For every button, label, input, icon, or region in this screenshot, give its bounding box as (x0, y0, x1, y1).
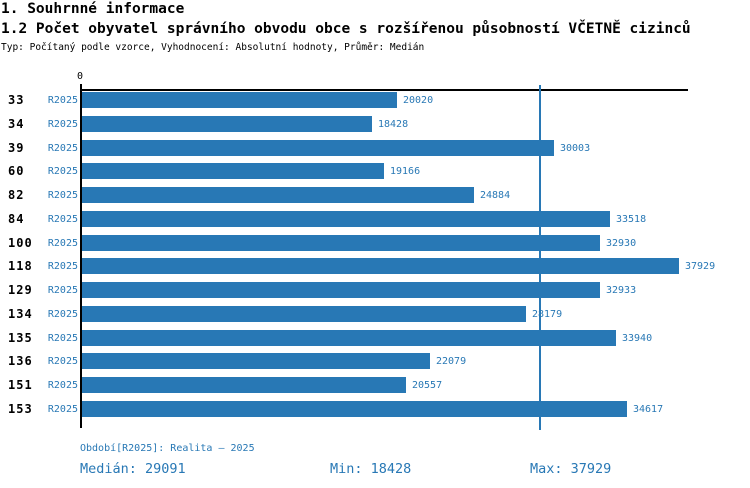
bar-row: 60 R2025 19166 (0, 163, 750, 179)
bar-value-label: 28179 (532, 309, 563, 320)
axis-origin-label: 0 (76, 71, 84, 82)
row-period-label: R2025 (47, 95, 78, 106)
row-period-label: R2025 (47, 261, 78, 272)
bar (82, 116, 372, 132)
bar-value-label: 33518 (616, 214, 647, 225)
axis-line-top (80, 89, 688, 91)
median-stat-label: Medián: 29091 (80, 461, 186, 477)
row-period-label: R2025 (47, 309, 78, 320)
row-id-label: 118 (8, 259, 33, 273)
row-id-label: 60 (8, 164, 25, 178)
row-id-label: 135 (8, 331, 33, 345)
row-id-label: 153 (8, 402, 33, 416)
row-period-label: R2025 (47, 214, 78, 225)
bar-value-label: 20020 (403, 95, 434, 106)
max-stat-label: Max: 37929 (530, 461, 612, 477)
bar-value-label: 32933 (606, 285, 637, 296)
row-period-label: R2025 (47, 380, 78, 391)
bar (82, 187, 474, 203)
bar (82, 211, 610, 227)
bar (82, 330, 616, 346)
bar-row: 134 R2025 28179 (0, 306, 750, 322)
bar (82, 258, 679, 274)
bar-value-label: 32930 (606, 238, 637, 249)
min-stat-label: Min: 18428 (330, 461, 412, 477)
row-period-label: R2025 (47, 238, 78, 249)
row-period-label: R2025 (47, 166, 78, 177)
bar-value-label: 37929 (685, 261, 716, 272)
bar-row: 151 R2025 20557 (0, 377, 750, 393)
row-id-label: 136 (8, 354, 33, 368)
section-title: 1. Souhrnné informace (1, 1, 185, 17)
bar (82, 235, 600, 251)
bar-value-label: 20557 (412, 380, 443, 391)
row-period-label: R2025 (47, 285, 78, 296)
bar (82, 401, 627, 417)
row-id-label: 82 (8, 188, 25, 202)
bar (82, 282, 600, 298)
row-id-label: 33 (8, 93, 25, 107)
bar (82, 140, 554, 156)
row-id-label: 134 (8, 307, 33, 321)
row-id-label: 129 (8, 283, 33, 297)
bar (82, 306, 526, 322)
median-line (539, 85, 541, 430)
bar-row: 84 R2025 33518 (0, 211, 750, 227)
bar-row: 82 R2025 24884 (0, 187, 750, 203)
bar-value-label: 34617 (633, 404, 664, 415)
chart-subtitle: Typ: Počítaný podle vzorce, Vyhodnocení:… (1, 42, 425, 53)
bar-row: 129 R2025 32933 (0, 282, 750, 298)
row-period-label: R2025 (47, 356, 78, 367)
row-id-label: 84 (8, 212, 25, 226)
bar (82, 163, 384, 179)
bar-row: 153 R2025 34617 (0, 401, 750, 417)
row-period-label: R2025 (47, 143, 78, 154)
bar-value-label: 24884 (480, 190, 511, 201)
chart-title: 1.2 Počet obyvatel správního obvodu obce… (1, 21, 691, 37)
row-id-label: 34 (8, 117, 25, 131)
bar-value-label: 18428 (378, 119, 409, 130)
period-label: Období[R2025]: Realita – 2025 (80, 443, 255, 454)
row-period-label: R2025 (47, 333, 78, 344)
bar-value-label: 19166 (390, 166, 421, 177)
row-id-label: 39 (8, 141, 25, 155)
row-id-label: 151 (8, 378, 33, 392)
bar (82, 353, 430, 369)
row-period-label: R2025 (47, 404, 78, 415)
row-period-label: R2025 (47, 190, 78, 201)
bar-value-label: 33940 (622, 333, 653, 344)
row-period-label: R2025 (47, 119, 78, 130)
row-id-label: 100 (8, 236, 33, 250)
bar-row: 33 R2025 20020 (0, 92, 750, 108)
bar-row: 34 R2025 18428 (0, 116, 750, 132)
bar-value-label: 22079 (436, 356, 467, 367)
bar-value-label: 30003 (560, 143, 591, 154)
bar-row: 136 R2025 22079 (0, 353, 750, 369)
bar-row: 135 R2025 33940 (0, 330, 750, 346)
bar-row: 39 R2025 30003 (0, 140, 750, 156)
bar-row: 118 R2025 37929 (0, 258, 750, 274)
bar-row: 100 R2025 32930 (0, 235, 750, 251)
bar (82, 377, 406, 393)
axis-line-left (80, 84, 82, 428)
bar (82, 92, 397, 108)
